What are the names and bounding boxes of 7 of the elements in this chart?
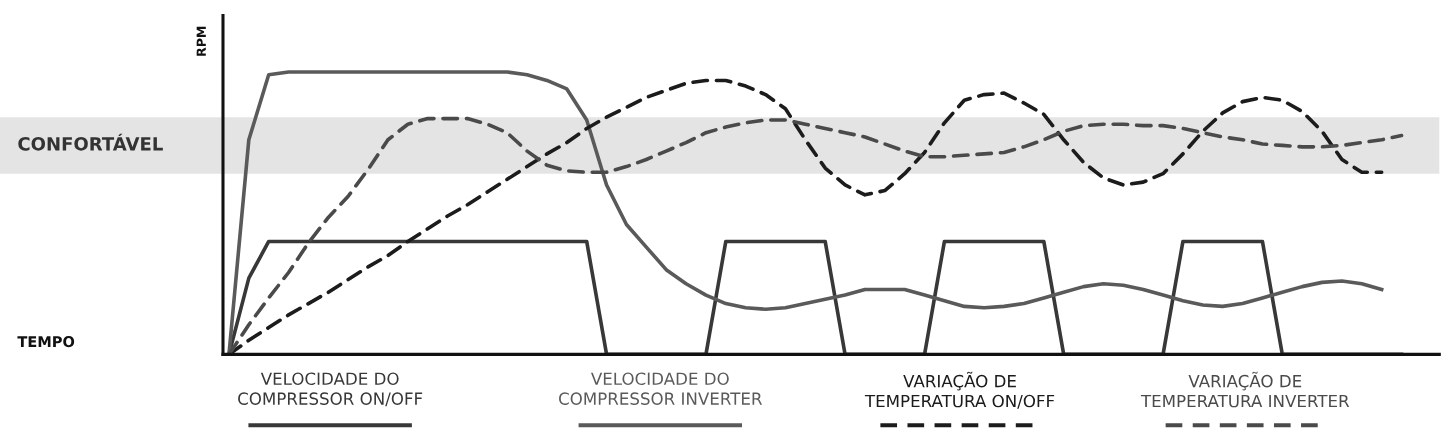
text: VARIAÇÃO DE TEMPERATURA ON/OFF (864, 371, 1055, 409)
text: TEMPO (17, 336, 75, 348)
y-axis-title: RPM (196, 26, 206, 56)
text: VELOCIDADE DO COMPRESSOR INVERTER (559, 372, 763, 405)
band-label: CONFORTÁVEL (18, 133, 163, 151)
series-label: VELOCIDADE DO COMPRESSOR ON/OFF (238, 372, 423, 407)
text: VARIAÇÃO DE TEMPERATURA INVERTER (1140, 371, 1350, 408)
